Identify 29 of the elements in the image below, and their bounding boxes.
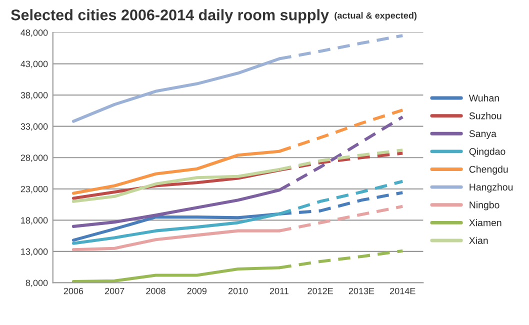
chart-subtitle: (actual & expected) [334, 12, 417, 20]
y-tick-label: 33,000 [20, 123, 48, 131]
y-tick-label: 43,000 [20, 60, 48, 68]
x-tick-label: 2010 [228, 288, 248, 294]
y-tick-label: 13,000 [21, 248, 48, 256]
x-tick-label: 2011 [270, 288, 288, 294]
x-tick-label: 2014E [390, 288, 416, 294]
y-tick-label: 18,000 [21, 217, 48, 225]
y-tick-label: 48,000 [20, 29, 48, 37]
legend-label: Ningbo [470, 201, 500, 210]
legend-label: Xian [469, 236, 488, 244]
legend-label: Hangzhou [470, 183, 513, 192]
x-tick-label: 2013E [348, 288, 374, 294]
x-tick-label: 2006 [64, 288, 84, 294]
x-tick-label: 2007 [105, 288, 124, 294]
y-tick-label: 28,000 [20, 154, 48, 162]
legend-label: Chengdu [469, 166, 508, 175]
x-tick-label: 2012E [308, 288, 334, 294]
legend-label: Suzhou [469, 112, 502, 120]
x-tick-label: 2009 [187, 288, 207, 294]
y-tick-label: 23,000 [20, 186, 48, 194]
legend-label: Wuhan [468, 94, 499, 102]
chart-title: Selected cities 2006-2014 daily room supply [11, 9, 329, 24]
y-tick-label: 8,000 [26, 280, 48, 288]
x-tick-label: 2008 [146, 288, 166, 294]
legend-label: Qingdao [469, 148, 506, 157]
y-tick-label: 38,000 [20, 92, 48, 100]
legend-label: Sanya [469, 130, 496, 140]
legend-label: Xiamen [469, 219, 502, 226]
